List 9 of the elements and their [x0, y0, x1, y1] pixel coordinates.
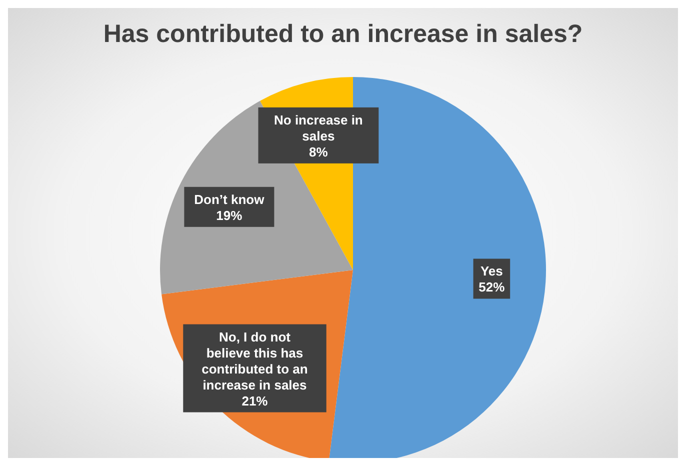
slice-label: No, I do not believe this has contributed to an increase in sales: [202, 329, 308, 392]
slice-label: Yes: [480, 264, 503, 279]
data-label: 21%: [242, 393, 268, 408]
data-label: 52%: [478, 280, 506, 295]
chart-title: Has contributed to an increase in sales?: [102, 20, 584, 49]
data-label: 19%: [216, 208, 243, 223]
slice-label: Don’t know: [194, 192, 266, 207]
slice-label: No increase in sales: [274, 112, 363, 144]
data-label: 8%: [309, 144, 328, 160]
